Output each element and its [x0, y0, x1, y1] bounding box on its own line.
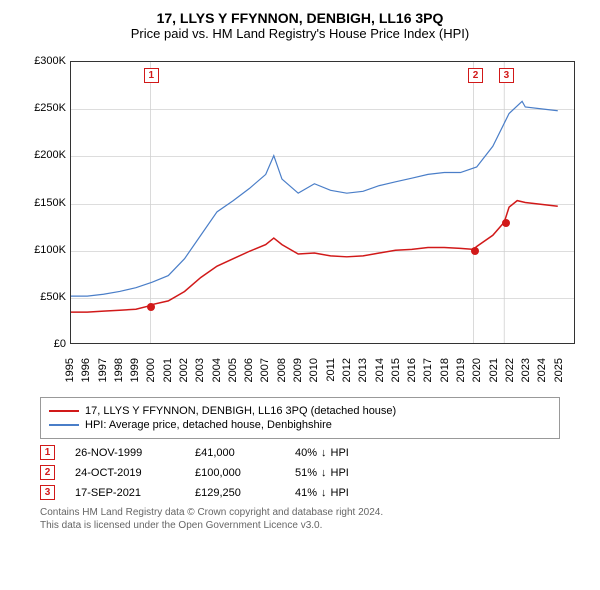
y-axis-label: £150K — [20, 197, 66, 209]
x-axis-label: 2024 — [536, 358, 548, 398]
y-axis-label: £200K — [20, 149, 66, 161]
transaction-date: 24-OCT-2019 — [75, 467, 175, 479]
legend-label: HPI: Average price, detached house, Denb… — [85, 419, 332, 431]
legend-label: 17, LLYS Y FFYNNON, DENBIGH, LL16 3PQ (d… — [85, 405, 396, 417]
x-axis-label: 2023 — [520, 358, 532, 398]
chart-subtitle: Price paid vs. HM Land Registry's House … — [10, 26, 590, 41]
x-axis-label: 2017 — [422, 358, 434, 398]
x-axis-label: 2001 — [162, 358, 174, 398]
x-axis-label: 2012 — [341, 358, 353, 398]
x-axis-label: 2009 — [292, 358, 304, 398]
x-axis-label: 2021 — [488, 358, 500, 398]
y-axis-label: £300K — [20, 55, 66, 67]
x-axis-label: 2011 — [325, 358, 337, 398]
marker-box-3: 3 — [499, 68, 514, 83]
x-axis-label: 2003 — [194, 358, 206, 398]
x-axis-label: 2014 — [374, 358, 386, 398]
x-axis-label: 2010 — [308, 358, 320, 398]
transaction-delta: 41% ↓ HPI — [295, 487, 349, 499]
footer-attribution: Contains HM Land Registry data © Crown c… — [40, 506, 560, 532]
chart-title: 17, LLYS Y FFYNNON, DENBIGH, LL16 3PQ — [10, 10, 590, 26]
series-hpi — [71, 101, 558, 296]
x-axis-label: 2020 — [471, 358, 483, 398]
transaction-date: 17-SEP-2021 — [75, 487, 175, 499]
x-axis-label: 2013 — [357, 358, 369, 398]
marker-dot-1 — [147, 303, 155, 311]
x-axis-label: 1997 — [97, 358, 109, 398]
x-axis-label: 1995 — [64, 358, 76, 398]
x-axis-label: 2015 — [390, 358, 402, 398]
x-axis-label: 2000 — [145, 358, 157, 398]
y-axis-label: £100K — [20, 244, 66, 256]
transaction-row: 2 24-OCT-2019 £100,000 51% ↓ HPI — [40, 465, 560, 480]
marker-dot-2 — [471, 247, 479, 255]
x-axis-label: 2004 — [211, 358, 223, 398]
marker-dot-3 — [502, 219, 510, 227]
x-axis-label: 1999 — [129, 358, 141, 398]
transactions-table: 1 26-NOV-1999 £41,000 40% ↓ HPI 2 24-OCT-2019… — [40, 445, 560, 500]
chart-area: £0£50K£100K£150K£200K£250K£300K 123 1995… — [20, 49, 580, 389]
x-axis-label: 2022 — [504, 358, 516, 398]
x-axis-label: 2016 — [406, 358, 418, 398]
legend-item: HPI: Average price, detached house, Denb… — [49, 419, 551, 431]
x-axis-label: 2006 — [243, 358, 255, 398]
x-axis-label: 2002 — [178, 358, 190, 398]
x-axis-label: 2007 — [259, 358, 271, 398]
legend-swatch — [49, 410, 79, 412]
x-axis-label: 2008 — [276, 358, 288, 398]
footer-line-1: Contains HM Land Registry data © Crown c… — [40, 506, 560, 519]
y-axis-label: £0 — [20, 338, 66, 350]
y-axis-label: £50K — [20, 291, 66, 303]
legend-swatch — [49, 424, 79, 426]
legend-item: 17, LLYS Y FFYNNON, DENBIGH, LL16 3PQ (d… — [49, 405, 551, 417]
plot-region: 1 2 3 — [70, 61, 575, 344]
series-price_paid — [71, 201, 558, 313]
transaction-price: £41,000 — [195, 447, 275, 459]
transaction-row: 1 26-NOV-1999 £41,000 40% ↓ HPI — [40, 445, 560, 460]
transaction-date: 26-NOV-1999 — [75, 447, 175, 459]
x-axis-label: 2005 — [227, 358, 239, 398]
marker-box-2: 2 — [468, 68, 483, 83]
transaction-price: £129,250 — [195, 487, 275, 499]
transaction-marker: 1 — [40, 445, 55, 460]
x-axis-label: 1998 — [113, 358, 125, 398]
transaction-delta: 40% ↓ HPI — [295, 447, 349, 459]
footer-line-2: This data is licensed under the Open Gov… — [40, 519, 560, 532]
transaction-row: 3 17-SEP-2021 £129,250 41% ↓ HPI — [40, 485, 560, 500]
transaction-price: £100,000 — [195, 467, 275, 479]
x-axis-label: 2019 — [455, 358, 467, 398]
legend: 17, LLYS Y FFYNNON, DENBIGH, LL16 3PQ (d… — [40, 397, 560, 439]
x-axis-label: 2025 — [553, 358, 565, 398]
y-axis-label: £250K — [20, 102, 66, 114]
transaction-marker: 3 — [40, 485, 55, 500]
transaction-delta: 51% ↓ HPI — [295, 467, 349, 479]
transaction-marker: 2 — [40, 465, 55, 480]
x-axis-label: 1996 — [80, 358, 92, 398]
x-axis-label: 2018 — [439, 358, 451, 398]
marker-box-1: 1 — [144, 68, 159, 83]
